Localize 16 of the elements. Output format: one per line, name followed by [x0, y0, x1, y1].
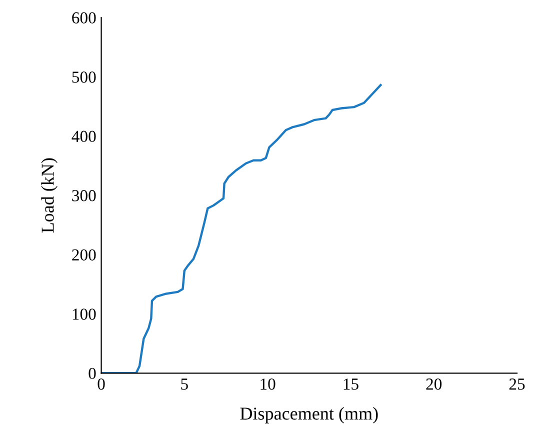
x-tick-label: 20 [426, 378, 442, 390]
y-tick-label: 600 [72, 12, 96, 24]
y-tick-label: 100 [72, 308, 96, 320]
x-tick-label: 25 [509, 378, 525, 390]
y-tick-label: 200 [72, 249, 96, 261]
x-tick-label: 0 [98, 378, 105, 390]
x-tick-label: 15 [344, 378, 358, 390]
line-series [101, 84, 382, 374]
x-tick-label: 10 [260, 378, 276, 390]
y-tick-label: 300 [72, 190, 96, 202]
x-tick-label: 5 [181, 378, 188, 390]
y-tick-label: 0 [88, 368, 96, 380]
y-tick-label: 400 [72, 130, 96, 142]
y-axis-title: Load (kN) [41, 158, 58, 233]
x-axis-title: Dispacement (mm) [240, 407, 378, 424]
y-tick-label: 500 [72, 72, 96, 83]
